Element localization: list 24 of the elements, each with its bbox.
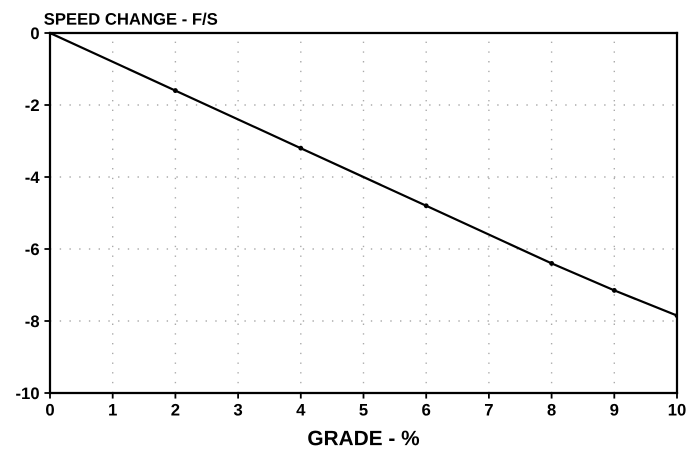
y-tick-label: -8 (25, 315, 40, 328)
x-tick-label: 6 (422, 404, 430, 416)
x-tick-label: 9 (610, 404, 618, 416)
y-tick-label: -4 (25, 172, 40, 184)
x-tick-label: 10 (668, 404, 686, 416)
x-tick-label: 0 (46, 404, 54, 416)
point (172, 88, 178, 94)
x-tick-label: 4 (296, 404, 306, 416)
x-tick-label: 7 (484, 404, 493, 416)
y-tick-label: -10 (16, 387, 39, 400)
x-tick-label: 8 (547, 404, 556, 416)
y-tick-label: -6 (25, 243, 39, 256)
chart-title: SPEED CHANGE - F/S (44, 12, 218, 25)
point (424, 203, 429, 208)
x-tick-label: 1 (109, 404, 117, 416)
point (612, 288, 617, 293)
x-axis-title: GRADE - % (308, 430, 420, 446)
y-tick-label: 0 (30, 27, 39, 40)
x-tick-label: 2 (171, 404, 180, 416)
y-tick-label: -2 (25, 99, 39, 112)
point (549, 260, 554, 266)
point (298, 146, 304, 151)
x-tick-label: 5 (359, 404, 368, 416)
x-tick-label: 3 (234, 404, 242, 416)
